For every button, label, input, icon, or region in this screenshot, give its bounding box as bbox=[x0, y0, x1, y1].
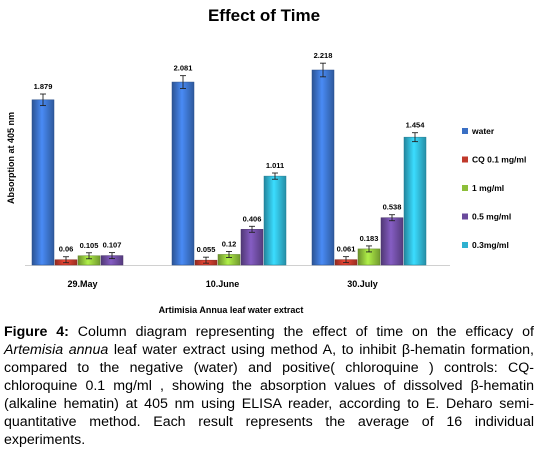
bar-0-5-mg-ml-10-june bbox=[240, 229, 264, 266]
x-tick-label: 29.May bbox=[67, 279, 97, 289]
error-bar bbox=[249, 225, 255, 233]
error-bar bbox=[203, 256, 209, 264]
legend-label: 0.3mg/ml bbox=[472, 240, 509, 250]
error-bar bbox=[366, 245, 372, 253]
figure-caption: Figure 4: Column diagram representing th… bbox=[4, 323, 534, 449]
chart-title: Effect of Time bbox=[208, 6, 320, 25]
legend: water CQ 0.1 mg/ml 1 mg/ml 0.5 mg/ml 0.3mg/m… bbox=[462, 126, 526, 250]
legend-swatch bbox=[462, 242, 468, 248]
error-bar bbox=[63, 256, 69, 264]
error-bar bbox=[226, 250, 232, 258]
data-label: 0.12 bbox=[222, 239, 237, 248]
legend-swatch bbox=[462, 156, 468, 163]
caption-text-1: Column diagram representing the effect o… bbox=[68, 324, 534, 340]
x-tick-label: 10.June bbox=[206, 279, 240, 289]
data-label: 0.105 bbox=[80, 241, 99, 250]
data-label: 1.454 bbox=[406, 121, 426, 130]
legend-swatch bbox=[462, 128, 468, 134]
caption-text-2: leaf water extract using method A, to in… bbox=[4, 342, 535, 448]
chart: Effect of Time Absorption at 405 nm 1.87… bbox=[6, 6, 526, 315]
error-bar bbox=[389, 214, 395, 222]
y-axis-label: Absorption at 405 nm bbox=[6, 112, 16, 204]
bar-0-3mg-ml-10-june bbox=[263, 175, 287, 266]
caption-figure-label: Figure 4: bbox=[4, 324, 69, 340]
legend-label: water bbox=[471, 126, 495, 136]
data-label: 2.218 bbox=[314, 51, 333, 60]
error-bar bbox=[412, 132, 418, 143]
error-bar bbox=[272, 172, 278, 180]
legend-label: CQ 0.1 mg/ml bbox=[472, 155, 526, 165]
bar-water-10-june bbox=[171, 81, 195, 266]
error-bar bbox=[40, 93, 46, 107]
legend-swatch bbox=[462, 213, 468, 220]
data-label: 0.107 bbox=[103, 241, 122, 250]
error-bar bbox=[109, 252, 115, 260]
error-bar bbox=[180, 75, 186, 89]
x-axis-label: Artimisia Annua leaf water extract bbox=[159, 305, 304, 315]
bar-water-30-july bbox=[311, 69, 335, 266]
error-bar bbox=[86, 252, 92, 260]
data-label: 0.183 bbox=[360, 234, 379, 243]
data-label: 0.406 bbox=[243, 214, 262, 223]
x-tick-label: 30.July bbox=[347, 279, 378, 289]
bar-water-29-may bbox=[31, 99, 55, 266]
plot-area: 1.879 0.06 0.105 0.107 29.May 2.081 0.055 0.12 0… bbox=[25, 51, 450, 289]
error-bar bbox=[343, 256, 349, 264]
bar-0-5-mg-ml-30-july bbox=[380, 217, 404, 266]
legend-label: 1 mg/ml bbox=[472, 183, 504, 193]
data-label: 2.081 bbox=[174, 64, 193, 73]
legend-swatch bbox=[462, 185, 468, 191]
caption-species: Artemisia annua bbox=[4, 342, 109, 358]
bar-0-3mg-ml-30-july bbox=[403, 136, 427, 266]
data-label: 1.011 bbox=[266, 161, 284, 170]
error-bar bbox=[320, 62, 326, 78]
legend-label: 0.5 mg/ml bbox=[472, 212, 511, 222]
data-label: 0.061 bbox=[337, 245, 356, 254]
data-label: 0.055 bbox=[197, 245, 216, 254]
data-label: 1.879 bbox=[34, 82, 53, 91]
data-label: 0.06 bbox=[59, 245, 74, 254]
data-label: 0.538 bbox=[383, 203, 402, 212]
